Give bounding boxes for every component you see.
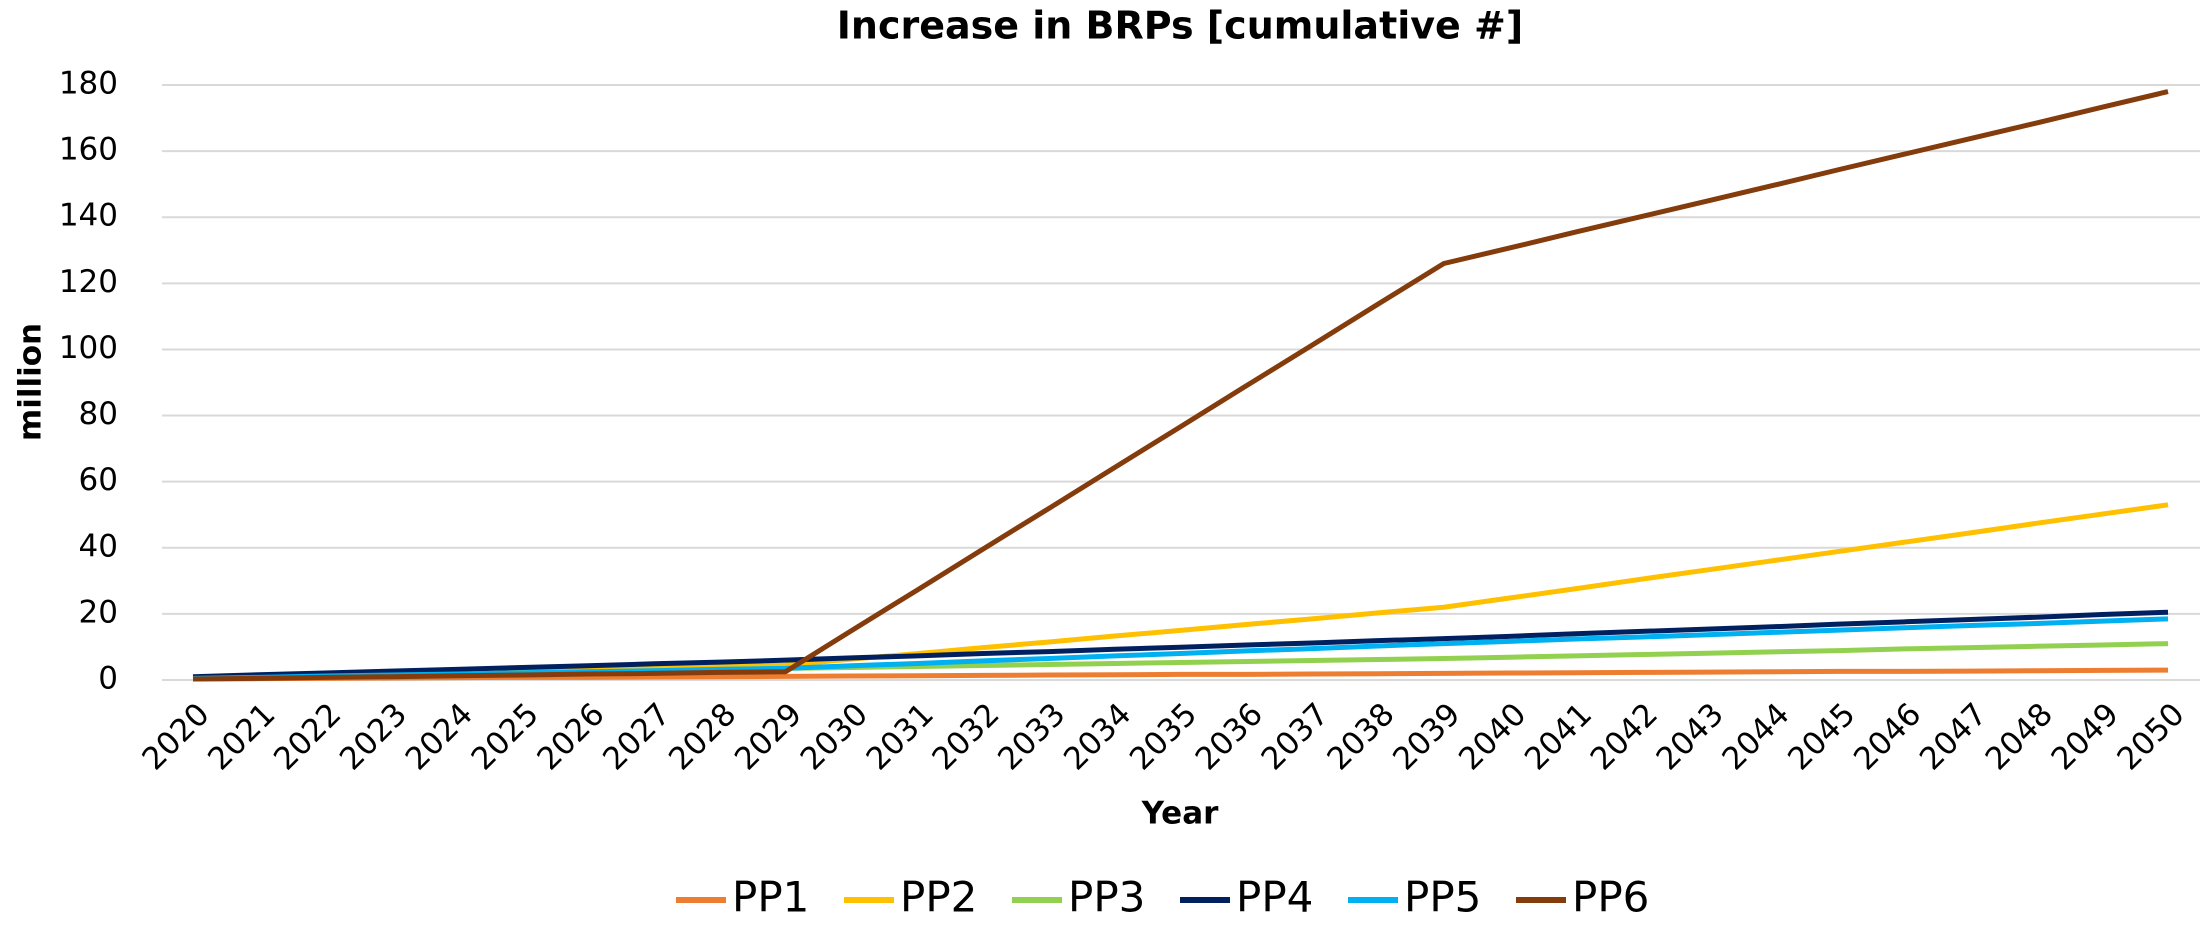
- x-tick-label: 2032: [925, 696, 1006, 777]
- x-tick-label: 2023: [333, 696, 414, 777]
- x-tick-label: 2031: [860, 696, 941, 777]
- x-tick-label: 2022: [267, 696, 348, 777]
- x-tick-label: 2035: [1123, 696, 1204, 777]
- y-tick-label: 20: [79, 594, 118, 630]
- legend-label: PP3: [1068, 873, 1145, 922]
- y-tick-label: 60: [79, 462, 118, 498]
- legend-label: PP6: [1572, 873, 1649, 922]
- x-tick-label: 2034: [1057, 696, 1138, 777]
- x-tick-label: 2043: [1650, 696, 1731, 777]
- y-tick-label: 80: [79, 396, 118, 432]
- series-line: [192, 89, 2169, 682]
- legend-label: PP5: [1404, 873, 1481, 922]
- x-tick-label: 2050: [2110, 696, 2191, 777]
- x-tick-label: 2029: [728, 696, 809, 777]
- y-tick-label: 0: [98, 661, 118, 697]
- y-tick-label: 120: [59, 264, 118, 300]
- y-tick-label: 40: [79, 528, 118, 564]
- y-tick-label: 160: [59, 132, 118, 168]
- x-tick-label: 2026: [530, 696, 611, 777]
- x-tick-label: 2038: [1320, 696, 1401, 777]
- x-tick-label: 2030: [794, 696, 875, 777]
- y-tick-label: 140: [59, 198, 118, 234]
- chart-title: Increase in BRPs [cumulative #]: [837, 4, 1524, 48]
- legend-label: PP2: [900, 873, 977, 922]
- x-tick-label: 2042: [1584, 696, 1665, 777]
- series-line: [192, 609, 2169, 680]
- x-tick-label: 2041: [1518, 696, 1599, 777]
- x-tick-label: 2040: [1452, 696, 1533, 777]
- x-tick-label: 2046: [1847, 696, 1928, 777]
- legend-label: PP1: [732, 873, 809, 922]
- x-tick-label: 2036: [1189, 696, 1270, 777]
- legend-label: PP4: [1236, 873, 1313, 922]
- x-tick-label: 2045: [1781, 696, 1862, 777]
- y-tick-label: 180: [59, 66, 118, 102]
- x-tick-label: 2044: [1715, 696, 1796, 777]
- x-tick-label: 2049: [2045, 696, 2126, 777]
- x-tick-label: 2025: [465, 696, 546, 777]
- x-tick-label: 2037: [1255, 696, 1336, 777]
- x-tick-label: 2028: [662, 696, 743, 777]
- x-tick-label: 2048: [1979, 696, 2060, 777]
- y-tick-label: 100: [59, 330, 118, 366]
- x-tick-label: 2027: [596, 696, 677, 777]
- x-tick-label: 2021: [201, 696, 282, 777]
- x-tick-label: 2039: [1386, 696, 1467, 777]
- x-tick-label: 2033: [991, 696, 1072, 777]
- y-axis-label: million: [13, 323, 49, 441]
- x-tick-label: 2024: [399, 696, 480, 777]
- x-tick-label: 2047: [1913, 696, 1994, 777]
- x-axis-label: Year: [1141, 796, 1220, 832]
- x-tick-label: 2020: [135, 696, 216, 777]
